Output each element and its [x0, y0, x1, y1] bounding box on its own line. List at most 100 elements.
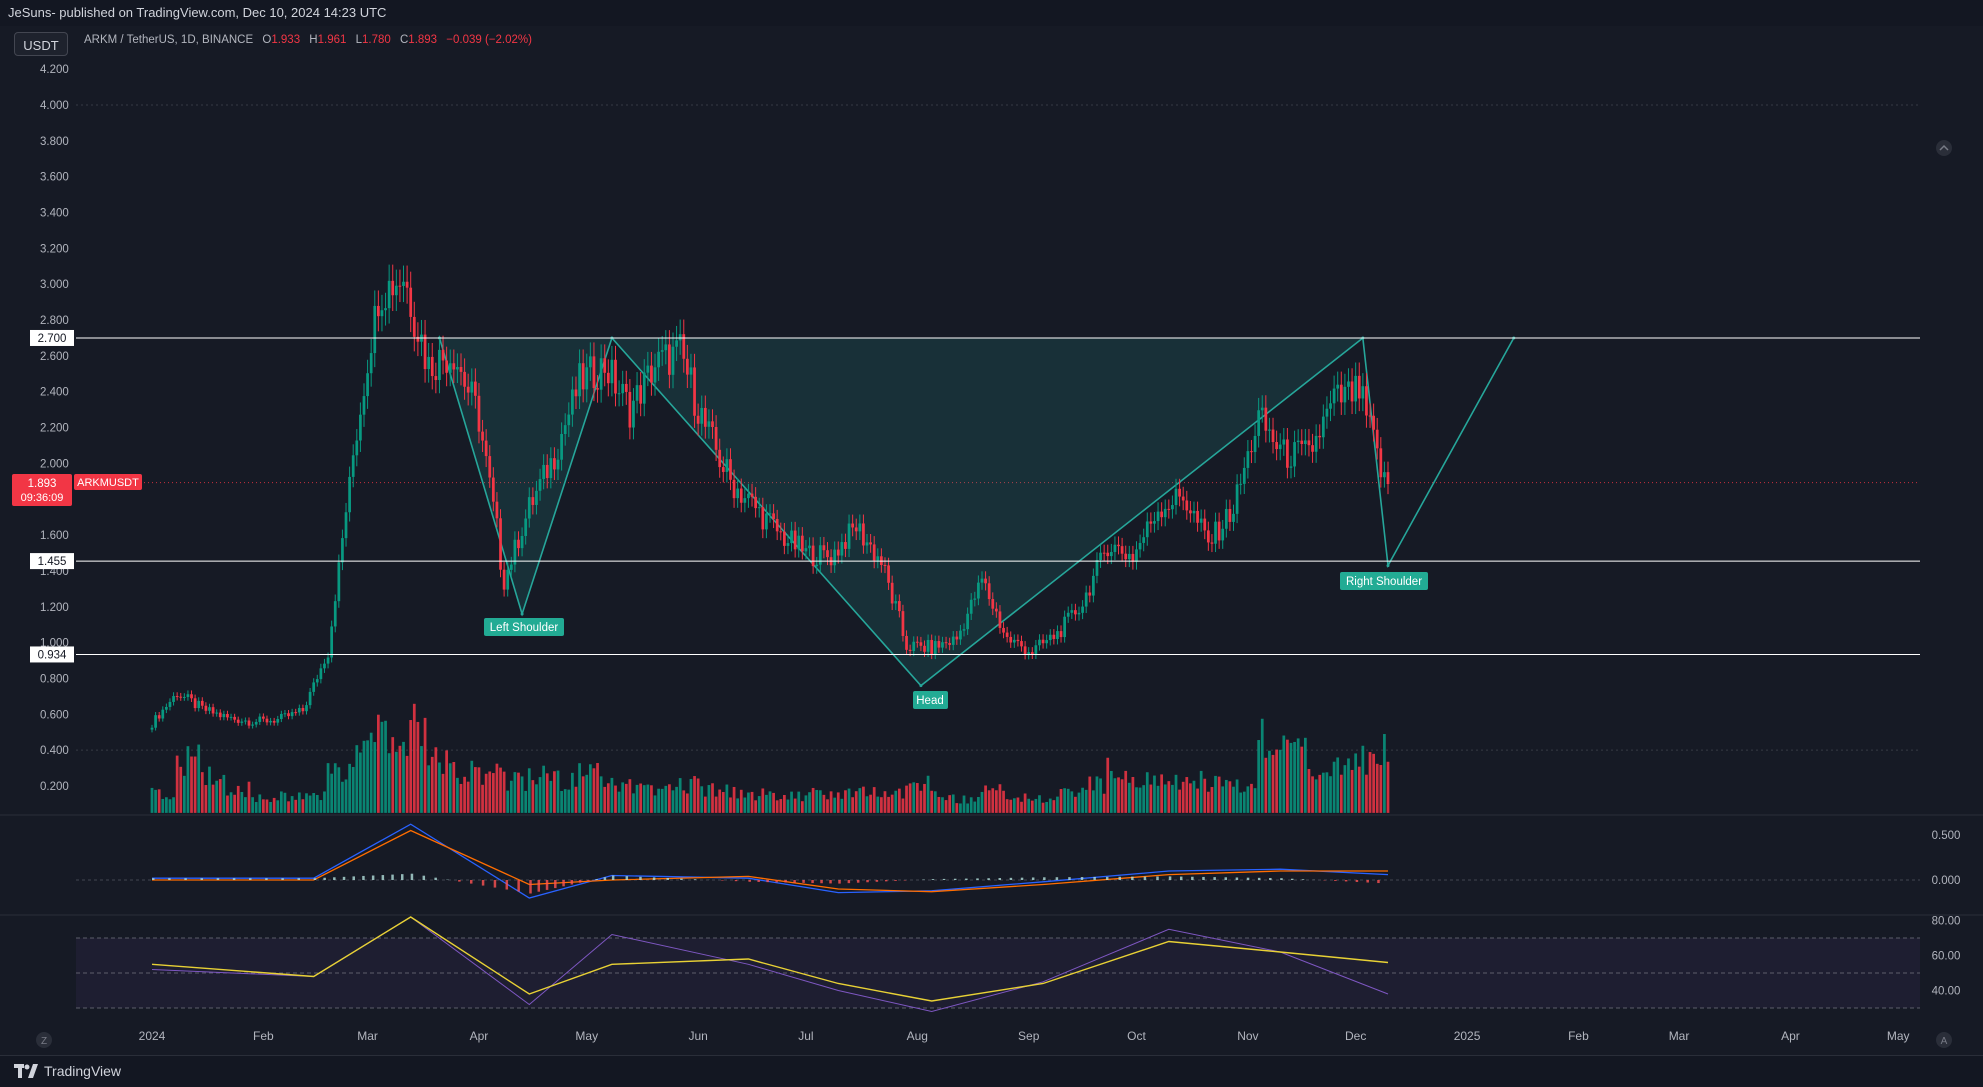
volume-bar	[470, 760, 474, 813]
chevron-up-icon[interactable]	[1936, 140, 1952, 156]
macd-histogram-bar	[400, 874, 404, 880]
candle-body	[1016, 639, 1020, 642]
volume-bar	[869, 794, 872, 813]
candle-body	[876, 556, 880, 561]
price-chart[interactable]: 0.2000.4000.6000.8001.0001.2001.4001.600…	[0, 26, 1983, 1056]
volume-bar	[729, 797, 732, 813]
volume-bar	[387, 753, 391, 813]
macd-histogram-bar	[1156, 876, 1159, 880]
volume-bar	[398, 745, 402, 813]
volume-bar	[786, 799, 790, 813]
volume-bar	[862, 786, 865, 813]
candle-body	[1307, 440, 1311, 446]
macd-histogram-bar	[232, 878, 236, 880]
macd-histogram-bar	[537, 880, 541, 892]
candle-body	[1102, 552, 1106, 554]
chart-area[interactable]	[0, 26, 1983, 1056]
volume-bar	[1296, 738, 1300, 813]
z-button[interactable]: Z	[36, 1032, 52, 1048]
volume-bar	[1232, 786, 1235, 813]
volume-bar	[251, 797, 254, 813]
volume-bar	[527, 768, 531, 813]
candle-body	[1196, 510, 1199, 523]
candle-body	[1178, 488, 1181, 497]
legend-change: −0.039 (−2.02%)	[446, 34, 532, 46]
candle-body	[1199, 518, 1203, 523]
candle-body	[962, 629, 966, 631]
currency-button[interactable]: USDT	[14, 32, 68, 56]
volume-bar	[434, 747, 438, 813]
volume-bar	[1005, 799, 1009, 813]
candle-body	[1077, 612, 1081, 615]
candle-body	[933, 641, 937, 655]
candle-body	[1268, 429, 1271, 431]
volume-bar	[294, 799, 298, 813]
candle-body	[599, 358, 603, 390]
candle-body	[923, 645, 926, 652]
macd-line	[152, 823, 1389, 899]
volume-bar	[369, 732, 373, 813]
candle-body	[1383, 472, 1386, 478]
volume-bar	[1084, 789, 1088, 813]
volume-bar	[840, 798, 844, 813]
tradingview-brand[interactable]: TradingView	[14, 1063, 121, 1079]
candle-body	[290, 712, 294, 717]
volume-bar	[1185, 777, 1189, 813]
candle-body	[1081, 606, 1084, 613]
macd-histogram-bar	[249, 878, 252, 880]
candle-body	[376, 305, 380, 317]
y-tick-label: 2.800	[40, 315, 69, 327]
candle-body	[984, 578, 987, 584]
volume-bar	[222, 774, 226, 813]
candle-body	[240, 721, 244, 723]
legend-high-value: 1.961	[317, 34, 347, 46]
candle-body	[218, 712, 222, 718]
x-tick-label: 2025	[1454, 1029, 1481, 1043]
candle-body	[703, 407, 707, 427]
macd-histogram-bar	[652, 877, 656, 880]
volume-bar	[484, 773, 488, 813]
volume-bar	[621, 782, 625, 813]
candle-body	[186, 694, 190, 697]
volume-bar	[376, 714, 380, 813]
volume-bar	[991, 788, 995, 813]
candle-body	[244, 720, 247, 722]
y-tick-label: 0.200	[40, 781, 69, 793]
candle-body	[596, 388, 599, 390]
volume-bar	[639, 783, 643, 813]
macd-histogram-bar	[362, 875, 365, 880]
candle-body	[394, 285, 398, 296]
macd-histogram-bar	[680, 878, 683, 880]
candle-body	[301, 708, 305, 712]
volume-bar	[685, 793, 689, 813]
volume-bar	[1228, 781, 1232, 813]
candle-body	[348, 476, 351, 513]
volume-bar	[1372, 753, 1375, 813]
candle-body	[941, 642, 944, 648]
candle-body	[154, 715, 157, 728]
volume-bar	[175, 755, 179, 813]
macd-histogram-bar	[458, 880, 461, 882]
candle-body	[1095, 560, 1099, 576]
candle-body	[222, 713, 226, 718]
volume-bar	[646, 784, 650, 813]
candle-body	[362, 396, 366, 415]
macd-histogram-bar	[587, 880, 590, 881]
volume-bar	[1052, 800, 1056, 813]
candle-body	[836, 549, 840, 556]
volume-bar	[412, 703, 416, 813]
volume-bar	[1117, 777, 1120, 813]
macd-histogram-bar	[998, 878, 1002, 880]
volume-bar	[297, 792, 301, 813]
candle-body	[973, 598, 977, 600]
macd-histogram-bar	[1009, 877, 1013, 880]
volume-bar	[948, 795, 952, 813]
volume-bar	[1056, 796, 1059, 813]
candle-body	[168, 701, 172, 707]
candle-body	[254, 721, 258, 725]
a-button[interactable]: A	[1936, 1032, 1952, 1048]
candle-body	[610, 359, 614, 384]
candle-body	[333, 601, 337, 627]
candle-body	[977, 582, 980, 599]
volume-bar	[1066, 788, 1070, 813]
